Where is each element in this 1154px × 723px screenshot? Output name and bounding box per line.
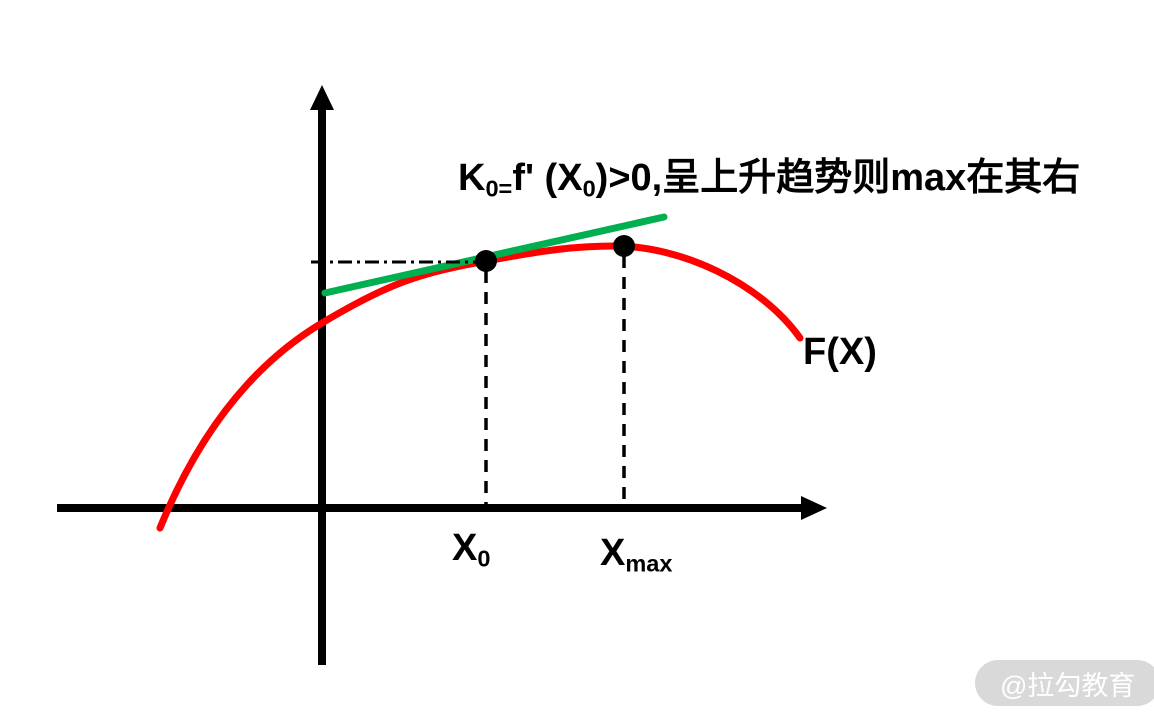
annotation-k-sub: 0=	[485, 175, 513, 202]
annotation-k: K	[458, 157, 486, 199]
xmax-base: X	[600, 532, 626, 574]
annotation-x-sub: 0	[582, 175, 596, 202]
x0-point-marker	[475, 250, 497, 272]
xmax-point-marker	[613, 235, 635, 257]
xmax-sub: max	[625, 550, 673, 577]
annotation-text: K0=f' (X0)>0,呈上升趋势则max在其右	[458, 157, 1081, 202]
annotation-mid: f' (X	[512, 157, 583, 199]
x0-base: X	[452, 527, 478, 569]
y-axis-arrowhead-icon	[310, 85, 334, 110]
watermark-badge: @拉勾教育	[975, 660, 1154, 706]
function-curve	[156, 242, 804, 532]
x0-axis-label: X0	[452, 527, 491, 572]
xmax-axis-label: Xmax	[600, 532, 673, 577]
curve-label: F(X)	[803, 331, 877, 373]
x-axis-arrowhead-icon	[801, 496, 827, 520]
x0-sub: 0	[477, 545, 491, 572]
annotation-rest: )>0,呈上升趋势则max在其右	[595, 157, 1081, 199]
